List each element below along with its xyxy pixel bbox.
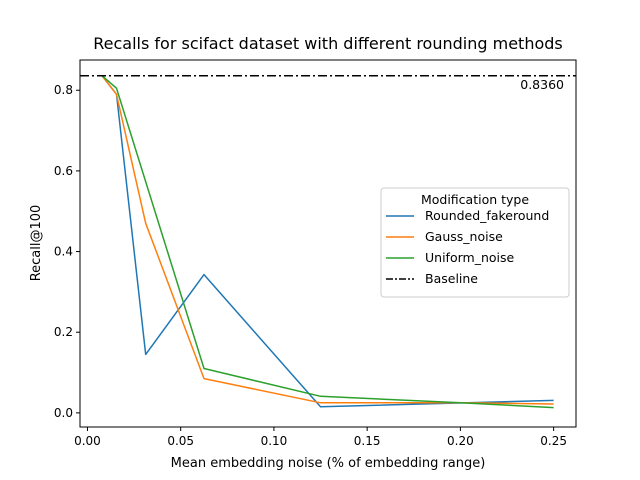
y-axis-label: Recall@100 <box>29 205 44 282</box>
series-layer <box>80 74 576 409</box>
legend-label-uniform-noise: Uniform_noise <box>425 250 514 265</box>
legend-title: Modification type <box>421 192 529 207</box>
chart-title: Recalls for scifact dataset with differe… <box>93 34 562 53</box>
baseline-value-annotation: 0.8360 <box>520 77 564 92</box>
x-tick-label: 0.20 <box>447 434 474 448</box>
x-tick-label: 0.00 <box>74 434 101 448</box>
y-axis-ticks: 0.0 0.2 0.4 0.6 0.8 <box>54 83 80 420</box>
legend-frame <box>380 187 570 298</box>
y-tick-label: 0.0 <box>54 406 73 420</box>
y-tick-label: 0.4 <box>54 245 73 259</box>
y-tick-label: 0.6 <box>54 164 73 178</box>
x-tick-label: 0.25 <box>540 434 567 448</box>
x-axis-label: Mean embedding noise (% of embedding ran… <box>171 456 486 471</box>
y-tick-label: 0.2 <box>54 325 73 339</box>
x-axis-ticks: 0.00 0.05 0.10 0.15 0.20 0.25 <box>74 427 567 448</box>
legend: Modification type Rounded_fakeround Gauss… <box>380 187 570 298</box>
legend-label-baseline: Baseline <box>425 271 478 286</box>
legend-entries: Rounded_fakeround Gauss_noise Uniform_nois… <box>386 208 549 286</box>
x-tick-label: 0.10 <box>261 434 288 448</box>
legend-label-rounded-fakeround: Rounded_fakeround <box>425 208 549 223</box>
plot-frame <box>79 59 577 428</box>
x-tick-label: 0.15 <box>354 434 381 448</box>
series-line-uniform-noise <box>101 75 554 409</box>
y-tick-label: 0.8 <box>54 83 73 97</box>
x-tick-label: 0.05 <box>167 434 194 448</box>
plot-area <box>79 59 577 428</box>
legend-label-gauss-noise: Gauss_noise <box>425 229 503 244</box>
